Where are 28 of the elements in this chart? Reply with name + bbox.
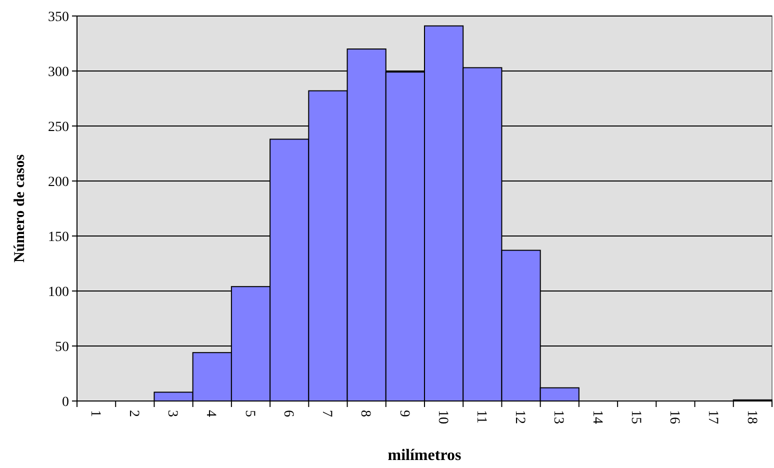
- x-tick-label: 9: [396, 410, 412, 417]
- y-axis-title: Número de casos: [12, 154, 28, 263]
- x-tick-label: 7: [319, 410, 334, 417]
- y-tick-label: 100: [48, 284, 69, 300]
- y-tick-label: 350: [48, 10, 69, 25]
- y-tick-label: 50: [55, 340, 69, 355]
- x-tick-label: 3: [164, 410, 180, 417]
- x-tick-label: 16: [666, 410, 682, 424]
- x-tick-label: 11: [474, 410, 489, 424]
- x-tick-label: 18: [744, 410, 759, 424]
- x-tick-label: 8: [358, 410, 373, 417]
- y-tick-label: 300: [48, 64, 69, 80]
- x-tick-label: 12: [512, 410, 528, 424]
- x-tick-label: 14: [589, 410, 604, 424]
- x-tick-label: 1: [87, 410, 102, 417]
- x-tick-label: 13: [550, 410, 566, 424]
- x-tick-label: 17: [705, 410, 720, 424]
- x-tick-label: 5: [242, 410, 257, 417]
- x-tick-label: 6: [280, 410, 296, 417]
- x-tick-label: 2: [126, 410, 142, 417]
- x-tick-label: 10: [434, 410, 450, 424]
- x-axis-title: milímetros: [388, 447, 462, 464]
- y-tick-label: 0: [62, 394, 69, 410]
- x-tick-label: 15: [628, 410, 643, 424]
- x-tick-label: 4: [203, 410, 218, 417]
- y-tick-label: 250: [48, 120, 69, 135]
- y-tick-label: 150: [48, 230, 69, 245]
- y-tick-label: 200: [48, 174, 69, 190]
